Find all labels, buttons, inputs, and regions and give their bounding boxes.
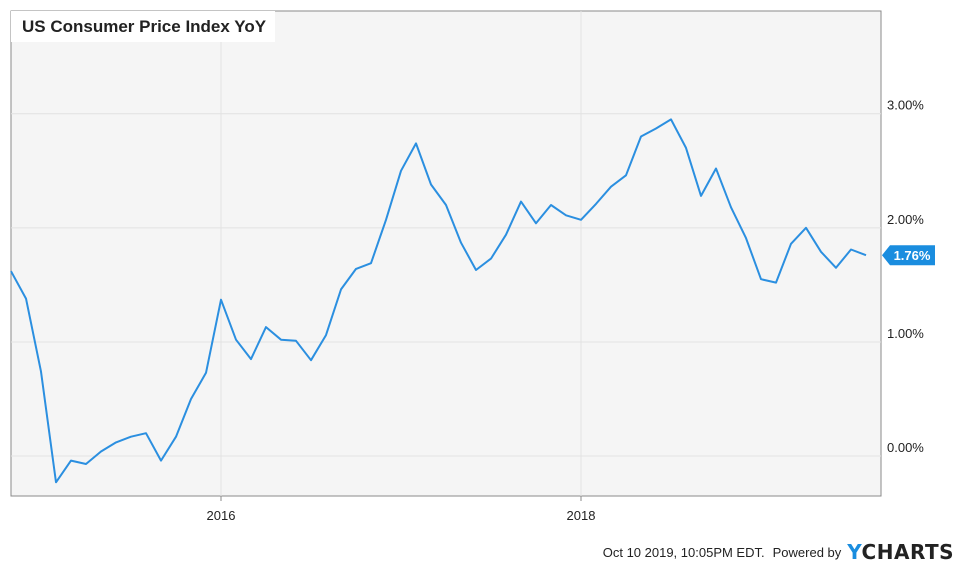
data-point — [415, 142, 417, 144]
data-point — [40, 370, 42, 372]
data-point — [835, 267, 837, 269]
data-point — [730, 206, 732, 208]
title-box — [11, 11, 275, 42]
x-tick-label: 2016 — [207, 508, 236, 523]
y-tick-label: 2.00% — [887, 212, 924, 227]
data-point — [865, 254, 867, 256]
data-point — [220, 299, 222, 301]
data-point — [670, 118, 672, 120]
data-point — [10, 270, 12, 272]
data-point — [160, 459, 162, 461]
data-point — [355, 268, 357, 270]
data-point — [250, 358, 252, 360]
data-point — [805, 227, 807, 229]
data-point — [850, 248, 852, 250]
data-point — [295, 340, 297, 342]
plot-area — [10, 10, 882, 497]
data-point — [550, 204, 552, 206]
data-point — [595, 203, 597, 205]
data-point — [700, 195, 702, 197]
data-point — [535, 222, 537, 224]
series-layer — [10, 118, 867, 484]
ycharts-logo[interactable]: YCHARTS — [847, 540, 954, 564]
data-point — [70, 459, 72, 461]
data-point — [565, 214, 567, 216]
data-point — [310, 359, 312, 361]
grid-lines — [11, 11, 881, 496]
series-line — [10, 118, 867, 484]
data-point — [685, 147, 687, 149]
data-point — [430, 183, 432, 185]
data-point — [190, 398, 192, 400]
last-value-text: 1.76% — [894, 248, 931, 263]
data-point — [640, 135, 642, 137]
chart-title: US Consumer Price Index YoY — [22, 17, 267, 36]
powered-by-text: Powered by — [772, 544, 842, 560]
y-tick-label: 1.00% — [887, 326, 924, 341]
data-point — [370, 262, 372, 264]
timestamp: Oct 10 2019, 10:05PM EDT. — [602, 544, 765, 560]
data-point — [460, 241, 462, 243]
data-point — [790, 243, 792, 245]
data-point — [280, 338, 282, 340]
data-point — [100, 450, 102, 452]
data-point — [325, 334, 327, 336]
data-point — [655, 127, 657, 129]
y-axis-ticks: 0.00% 1.00% 2.00% 3.00% — [887, 98, 924, 455]
data-point — [205, 372, 207, 374]
data-point — [115, 441, 117, 443]
data-point — [490, 257, 492, 259]
x-axis-ticks: 2016 2018 — [207, 496, 596, 523]
data-point — [580, 219, 582, 221]
footer: Oct 10 2019, 10:05PM EDT. Powered by YCH… — [0, 540, 954, 564]
x-tick-label: 2018 — [567, 508, 596, 523]
data-point — [475, 269, 477, 271]
data-point — [520, 200, 522, 202]
data-point — [625, 174, 627, 176]
data-point — [505, 233, 507, 235]
data-point — [25, 297, 27, 299]
y-tick-label: 0.00% — [887, 440, 924, 455]
data-point — [445, 204, 447, 206]
last-value-badge — [882, 245, 935, 266]
data-point — [820, 251, 822, 253]
data-point — [775, 281, 777, 283]
data-point — [265, 326, 267, 328]
data-point — [235, 338, 237, 340]
data-point — [85, 463, 87, 465]
y-tick-label: 3.00% — [887, 98, 924, 113]
data-point — [145, 432, 147, 434]
brand-y: Y — [847, 540, 862, 564]
chart: 0.00% 1.00% 2.00% 3.00% 2016 2018 1.76% US C… — [10, 10, 935, 523]
data-point — [745, 237, 747, 239]
data-point — [715, 167, 717, 169]
brand-rest: CHARTS — [861, 540, 954, 564]
data-point — [55, 481, 57, 483]
data-point — [610, 186, 612, 188]
data-point — [400, 170, 402, 172]
data-point — [385, 219, 387, 221]
data-point — [175, 435, 177, 437]
data-point — [760, 278, 762, 280]
last-value-label: 1.76% — [882, 245, 935, 266]
data-point — [130, 435, 132, 437]
data-point — [340, 288, 342, 290]
